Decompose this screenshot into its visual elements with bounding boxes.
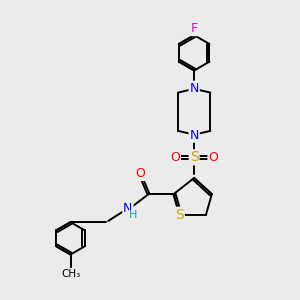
Text: N: N [190, 82, 199, 95]
Text: O: O [208, 151, 218, 164]
Text: F: F [190, 22, 198, 35]
Text: CH₃: CH₃ [61, 269, 80, 279]
Text: O: O [170, 151, 180, 164]
Text: N: N [190, 129, 199, 142]
Text: O: O [135, 167, 145, 180]
Text: H: H [129, 210, 137, 220]
Text: N: N [123, 202, 133, 215]
Text: S: S [190, 150, 199, 164]
Text: S: S [175, 208, 184, 222]
